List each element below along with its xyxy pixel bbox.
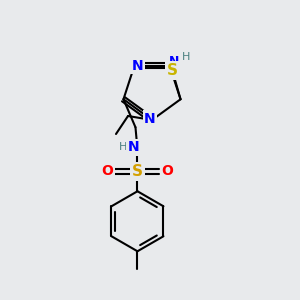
- Text: H: H: [182, 52, 190, 62]
- Text: S: S: [132, 164, 143, 179]
- Text: N: N: [168, 55, 179, 68]
- Text: H: H: [119, 142, 128, 152]
- Text: N: N: [144, 112, 156, 126]
- Text: N: N: [132, 59, 143, 73]
- Text: N: N: [128, 140, 139, 154]
- Text: O: O: [161, 164, 173, 178]
- Text: O: O: [101, 164, 113, 178]
- Text: S: S: [167, 63, 178, 78]
